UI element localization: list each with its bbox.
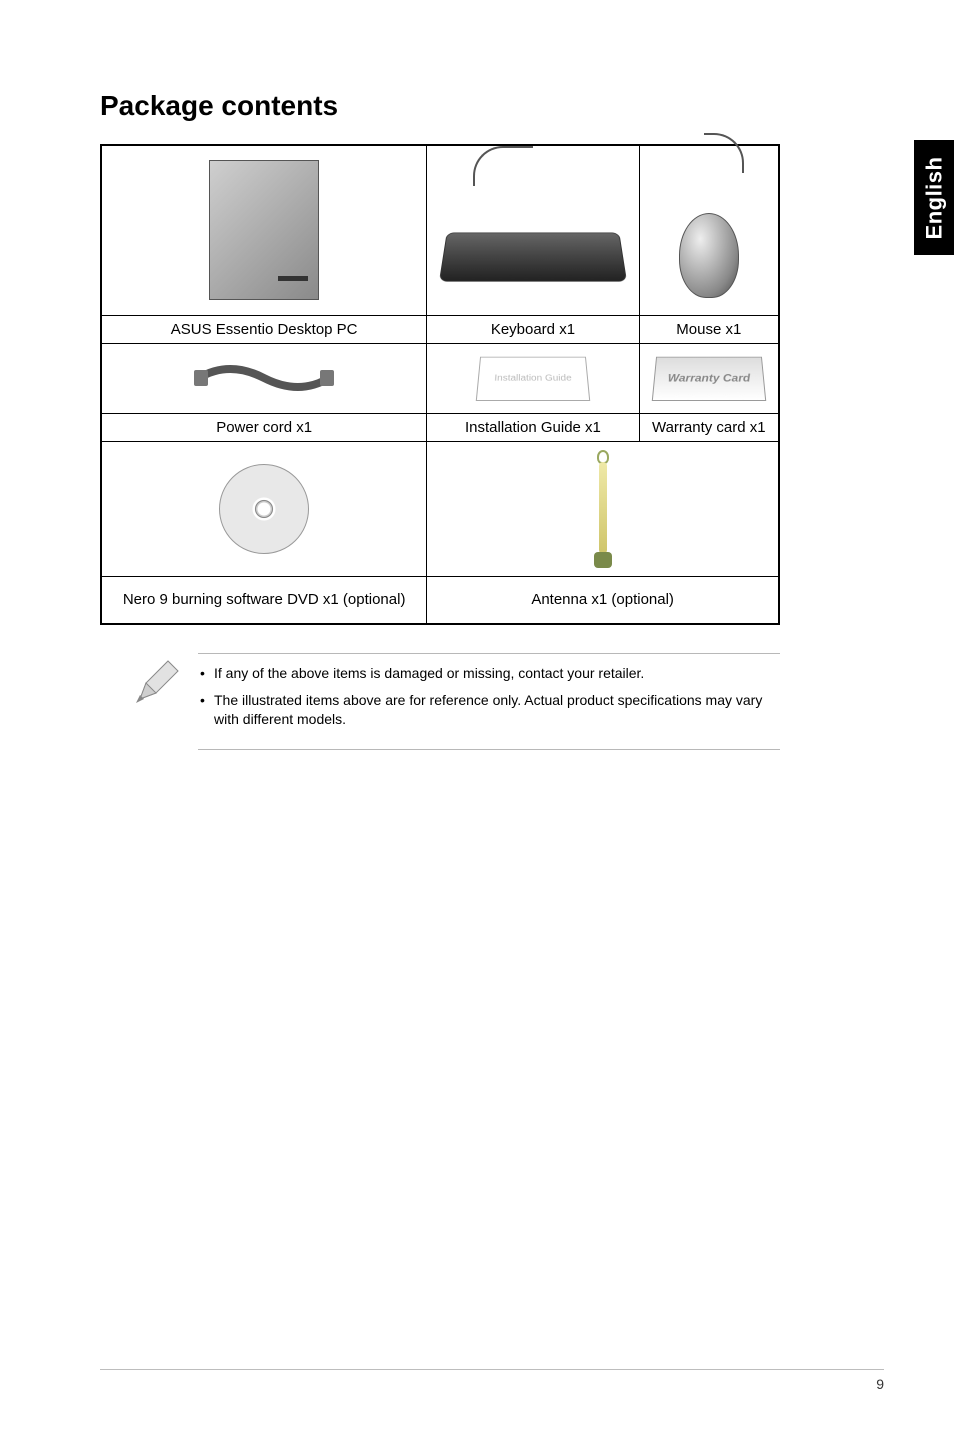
cell-image-cord — [101, 343, 427, 413]
note-item-1: If any of the above items is damaged or … — [198, 664, 776, 683]
mouse-icon — [679, 213, 739, 298]
cell-image-warranty: Warranty Card — [639, 343, 779, 413]
antenna-icon — [594, 450, 612, 568]
page-body: Package contents ASUS Essentio Desktop P… — [0, 0, 954, 1438]
page-title: Package contents — [100, 90, 884, 122]
dvd-icon — [219, 464, 309, 554]
cell-label-antenna: Antenna x1 (optional) — [427, 576, 779, 624]
keyboard-cable-icon — [473, 146, 533, 186]
cell-label-pc: ASUS Essentio Desktop PC — [101, 315, 427, 343]
cell-label-guide: Installation Guide x1 — [427, 413, 639, 441]
cell-image-keyboard — [427, 145, 639, 315]
page-footer: 9 — [100, 1369, 884, 1392]
warranty-card-icon: Warranty Card — [652, 357, 766, 401]
installation-guide-icon: Installation Guide — [476, 357, 590, 401]
mouse-cable-icon — [704, 133, 744, 173]
cell-label-cord: Power cord x1 — [101, 413, 427, 441]
cell-label-warranty: Warranty card x1 — [639, 413, 779, 441]
page-number: 9 — [876, 1376, 884, 1392]
cell-image-dvd — [101, 441, 427, 576]
cell-image-mouse — [639, 145, 779, 315]
cell-label-mouse: Mouse x1 — [639, 315, 779, 343]
keyboard-icon — [439, 233, 627, 282]
notes-text: If any of the above items is damaged or … — [198, 653, 780, 750]
cell-image-antenna — [427, 441, 779, 576]
cell-label-keyboard: Keyboard x1 — [427, 315, 639, 343]
pencil-icon — [134, 659, 180, 705]
package-contents-table: ASUS Essentio Desktop PC Keyboard x1 Mou… — [100, 144, 780, 625]
desktop-pc-icon — [209, 160, 319, 300]
notes-block: If any of the above items is damaged or … — [100, 653, 780, 750]
cell-image-pc — [101, 145, 427, 315]
cell-label-dvd: Nero 9 burning software DVD x1 (optional… — [101, 576, 427, 624]
power-cord-icon — [194, 358, 334, 398]
note-item-2: The illustrated items above are for refe… — [198, 691, 776, 729]
cell-image-guide: Installation Guide — [427, 343, 639, 413]
